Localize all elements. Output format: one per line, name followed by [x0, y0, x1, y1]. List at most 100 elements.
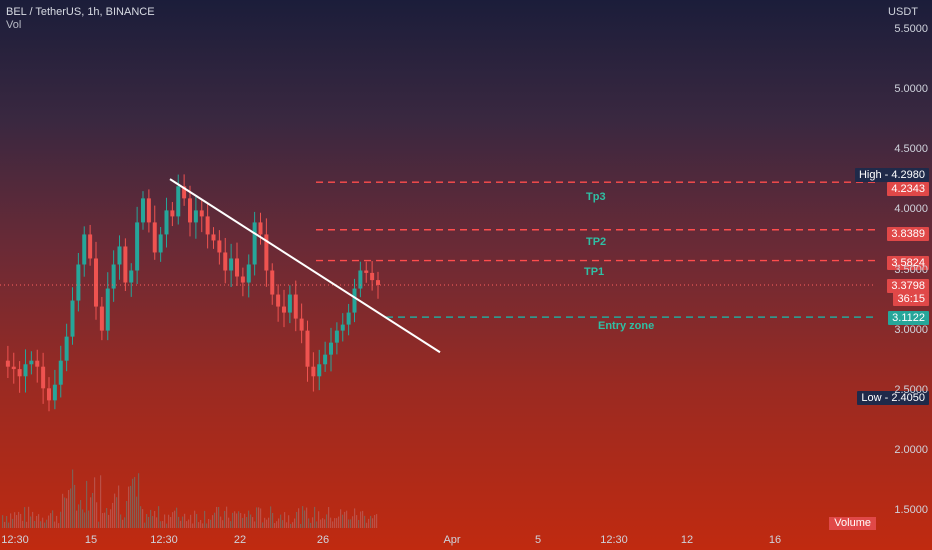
- volume-bar: [270, 506, 272, 528]
- volume-bar: [88, 510, 90, 528]
- descending-trendline: [169, 178, 441, 354]
- volume-legend[interactable]: Volume: [829, 517, 876, 530]
- x-tick-label: 12:30: [600, 534, 628, 546]
- volume-bar: [58, 523, 60, 528]
- volume-bar: [150, 509, 152, 528]
- candle-body: [235, 258, 239, 277]
- volume-bar: [234, 511, 236, 528]
- volume-bar: [162, 520, 164, 528]
- volume-bar: [204, 510, 206, 528]
- volume-bar: [238, 511, 240, 528]
- candle-body: [287, 294, 292, 313]
- candle-body: [117, 246, 122, 265]
- candle-body: [217, 240, 222, 253]
- volume-bar: [248, 510, 250, 528]
- volume-bar: [226, 506, 228, 528]
- volume-bar: [322, 518, 324, 528]
- volume-bar: [56, 515, 58, 528]
- volume-bar: [340, 509, 342, 528]
- candle-body: [52, 384, 57, 401]
- volume-bar: [46, 519, 48, 528]
- volume-bar: [272, 512, 274, 528]
- candle-body: [240, 276, 245, 283]
- volume-bar: [72, 469, 74, 528]
- volume-bar: [348, 519, 350, 528]
- volume-bar: [338, 516, 340, 528]
- candle-body: [146, 198, 151, 223]
- y-tick-label: 3.0000: [894, 323, 928, 336]
- volume-bar: [168, 514, 170, 528]
- volume-bar: [74, 484, 76, 528]
- volume-bar: [52, 510, 54, 528]
- tp3-price-label: 4.2343: [887, 182, 929, 196]
- candle-body: [329, 342, 333, 355]
- volume-bar: [128, 486, 130, 528]
- tp3-annotation: Tp3: [586, 191, 606, 203]
- symbol-title[interactable]: BEL / TetherUS, 1h, BINANCE: [6, 6, 155, 18]
- candle-body: [164, 210, 169, 235]
- y-tick-label: 2.0000: [894, 443, 928, 456]
- candle-body: [64, 336, 69, 361]
- volume-bar: [16, 515, 18, 528]
- volume-bar: [346, 510, 348, 528]
- candle-body: [346, 312, 351, 325]
- volume-bar: [274, 523, 276, 528]
- volume-bar: [364, 515, 366, 528]
- y-tick-label: 5.5000: [894, 23, 928, 36]
- volume-bar: [294, 518, 296, 528]
- candle-body: [305, 330, 310, 367]
- volume-bar: [224, 510, 226, 528]
- candle-body: [35, 360, 40, 367]
- volume-indicator-label[interactable]: Vol: [6, 19, 22, 31]
- volume-bar: [90, 497, 92, 528]
- volume-bar: [84, 512, 86, 528]
- volume-bar: [352, 516, 354, 528]
- volume-bar: [132, 478, 134, 528]
- y-tick-label: 4.5000: [894, 143, 928, 156]
- volume-bar: [32, 511, 34, 528]
- candle-body: [252, 222, 257, 265]
- volume-bar: [200, 519, 202, 528]
- candle-body: [111, 264, 116, 289]
- volume-bar: [102, 513, 104, 528]
- volume-bar: [164, 514, 166, 528]
- volume-bar: [302, 506, 304, 528]
- x-tick-label: 15: [84, 534, 98, 546]
- volume-bar: [328, 507, 330, 528]
- candle-body: [82, 234, 87, 265]
- volume-bar: [148, 516, 150, 528]
- candle-body: [364, 270, 369, 273]
- volume-bar: [362, 510, 364, 528]
- volume-bar: [198, 522, 200, 528]
- volume-bar: [344, 511, 346, 528]
- volume-bar: [310, 522, 312, 528]
- candle-body: [182, 186, 187, 199]
- volume-bar: [288, 515, 290, 528]
- volume-bar: [14, 512, 16, 528]
- volume-bar: [8, 522, 10, 528]
- volume-bar: [172, 512, 174, 528]
- candle-body: [170, 210, 175, 217]
- volume-bar: [240, 513, 242, 528]
- volume-bar: [100, 475, 102, 528]
- volume-bar: [98, 521, 100, 528]
- volume-bar: [42, 517, 44, 528]
- volume-bar: [194, 510, 196, 528]
- y-tick-label: 1.5000: [894, 503, 928, 516]
- candle-body: [88, 234, 93, 259]
- volume-bar: [154, 511, 156, 528]
- volume-bar: [182, 516, 184, 528]
- volume-bar: [236, 513, 238, 528]
- low-price-label: Low - 2.4050: [857, 391, 929, 405]
- candle-body: [205, 216, 210, 235]
- volume-bar: [318, 511, 320, 528]
- volume-bar: [24, 507, 26, 528]
- volume-bar: [368, 518, 370, 528]
- volume-bar: [306, 507, 308, 528]
- volume-bar: [156, 517, 158, 528]
- volume-bar: [110, 509, 112, 528]
- volume-bar: [268, 517, 270, 528]
- tp2-price-label: 3.8389: [887, 227, 929, 241]
- volume-bar: [114, 493, 116, 528]
